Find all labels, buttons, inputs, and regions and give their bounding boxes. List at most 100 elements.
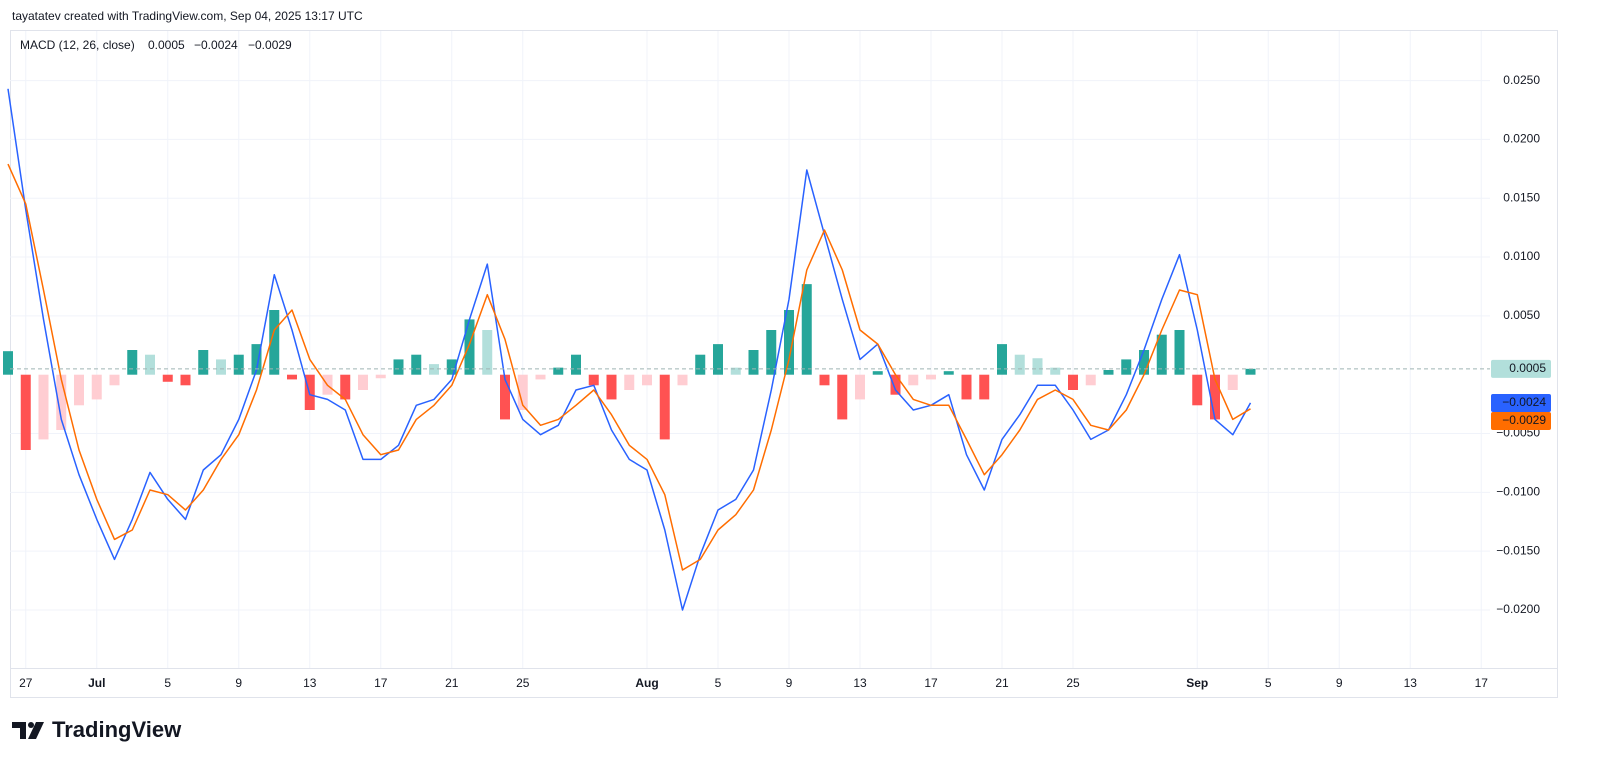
histogram-bar: [1245, 368, 1256, 375]
histogram-bar: [1192, 374, 1203, 406]
histogram-bar: [1227, 374, 1238, 390]
histogram-bar: [340, 374, 351, 400]
x-tick-label: 17: [924, 676, 938, 690]
x-tick-label: Aug: [635, 676, 658, 690]
legend-value: 0.0005: [148, 38, 185, 52]
histogram-bar: [500, 374, 510, 420]
histogram-bar: [997, 344, 1007, 375]
x-tick-label: Jul: [88, 676, 105, 690]
header-text: tayatatev created with TradingView.com, …: [12, 9, 363, 23]
y-tick-label: 0.0250: [1503, 73, 1540, 87]
histogram-bar: [535, 374, 546, 380]
last-value-box: [1491, 359, 1551, 378]
x-tick-label: 21: [445, 676, 459, 690]
legend: MACD (12, 26, close) 0.0005 −0.0024 −0.0…: [20, 38, 292, 52]
histogram-bar: [1032, 358, 1043, 375]
logo-icon: [28, 722, 44, 739]
histogram-bar: [429, 364, 439, 375]
histogram-bar: [1156, 334, 1167, 375]
histogram-bar: [677, 374, 688, 386]
histogram-bar: [819, 374, 830, 386]
brand-logo: TradingView: [12, 717, 182, 742]
histogram-bar: [642, 374, 652, 386]
x-tick-label: 25: [1066, 676, 1080, 690]
histogram-bar: [269, 310, 280, 375]
last-value-label: −0.0029: [1502, 413, 1546, 427]
histogram-bar: [91, 374, 102, 400]
histogram-bar: [109, 374, 120, 386]
legend-value: −0.0024: [194, 38, 238, 52]
x-tick-label: Sep: [1186, 676, 1208, 690]
histogram-bar: [1014, 354, 1025, 375]
histogram-bar: [20, 374, 31, 450]
histogram-bar: [766, 330, 777, 375]
last-value-label: −0.0024: [1502, 395, 1546, 409]
histogram-bar: [358, 374, 368, 390]
brand-name: TradingView: [52, 717, 182, 742]
histogram-bar: [127, 350, 138, 375]
series-layer: [3, 88, 1490, 611]
histogram-bar: [464, 319, 475, 375]
histogram-bar: [1210, 374, 1220, 420]
histogram-bar: [748, 350, 759, 375]
histogram-bar: [784, 310, 794, 375]
x-tick-label: 9: [1336, 676, 1343, 690]
histogram-bar: [872, 371, 883, 375]
x-tick-label: 13: [1404, 676, 1418, 690]
legend-value: −0.0029: [248, 38, 292, 52]
last-value-box: [1491, 411, 1551, 430]
last-value-label: 0.0005: [1509, 361, 1546, 375]
last-value-box: [1491, 393, 1551, 412]
y-tick-label: −0.0200: [1496, 602, 1540, 616]
histogram-bar: [837, 374, 848, 420]
histogram-bar: [162, 374, 173, 382]
x-tick-label: 13: [303, 676, 317, 690]
histogram-bar: [695, 354, 706, 375]
x-tick-label: 5: [715, 676, 722, 690]
y-tick-label: 0.0200: [1503, 132, 1540, 146]
x-tick-label: 17: [374, 676, 388, 690]
grid-layer: [10, 31, 1490, 668]
histogram-bar: [1050, 367, 1061, 375]
histogram-bar: [233, 354, 244, 375]
histogram-bar: [251, 344, 262, 375]
line-series: [7, 88, 1252, 611]
x-tick-label: 5: [1265, 676, 1272, 690]
y-tick-label: −0.0150: [1496, 543, 1540, 557]
histogram-bar: [713, 344, 723, 375]
histogram-bar: [74, 374, 84, 406]
histogram-bar: [393, 359, 404, 375]
y-tick-label: 0.0100: [1503, 249, 1540, 263]
histogram-bar: [1174, 330, 1185, 375]
x-tick-label: 13: [853, 676, 867, 690]
x-tick-label: 9: [235, 676, 242, 690]
x-tick-label: 17: [1475, 676, 1489, 690]
histogram-bar: [571, 354, 581, 375]
histogram-bar: [375, 374, 386, 379]
y-tick-label: 0.0150: [1503, 190, 1540, 204]
histogram-bar: [890, 374, 901, 395]
histogram-bar: [855, 374, 865, 400]
histogram-bar: [1103, 370, 1114, 375]
histogram-bar: [1139, 350, 1149, 375]
x-tick-label: 5: [164, 676, 171, 690]
histogram-bar: [730, 367, 741, 375]
histogram-bar: [1121, 359, 1132, 375]
histogram-bar: [624, 374, 635, 390]
histogram-bar: [446, 359, 457, 375]
histogram-bar: [180, 374, 191, 386]
histogram-bar: [659, 374, 670, 440]
histogram-bar: [216, 359, 226, 375]
histogram-bar: [482, 330, 493, 375]
histogram-bar: [908, 374, 919, 386]
histogram-bar: [38, 374, 49, 440]
histogram-bar: [943, 371, 954, 375]
line-series: [7, 163, 1251, 571]
histogram-bar: [411, 354, 422, 375]
y-tick-label: 0.0050: [1503, 308, 1540, 322]
histogram-bar: [1068, 374, 1078, 390]
histogram-bar: [145, 354, 155, 375]
histogram-bar: [801, 284, 812, 375]
